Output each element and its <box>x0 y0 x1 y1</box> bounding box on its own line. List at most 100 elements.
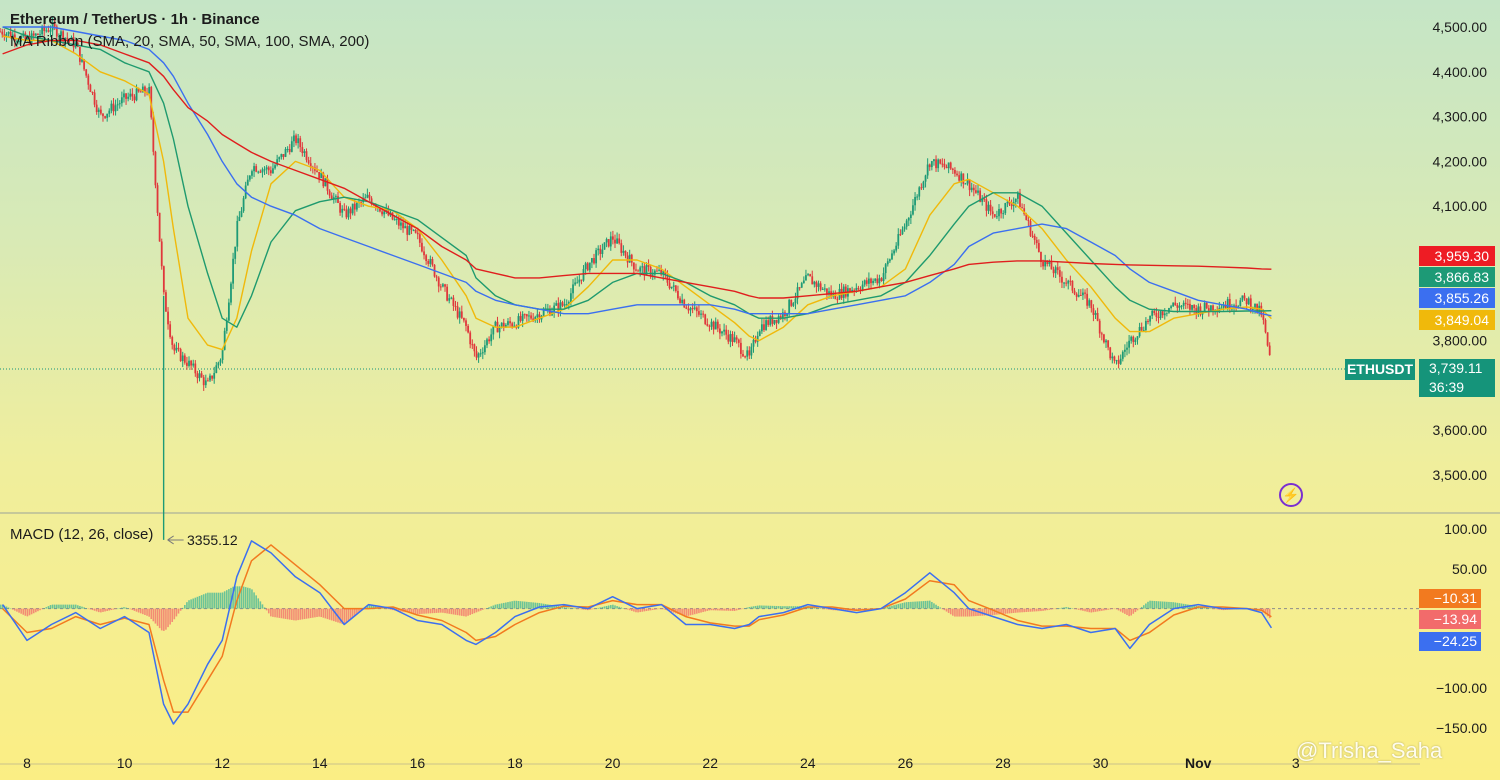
candle-body <box>731 334 734 342</box>
macd-histogram-bar <box>895 604 897 609</box>
candle-body <box>393 219 396 221</box>
macd-histogram-bar <box>1170 602 1172 609</box>
macd-histogram-bar <box>933 603 935 609</box>
macd-histogram-bar <box>1075 608 1078 610</box>
macd-histogram-bar <box>253 592 255 609</box>
candle-body <box>987 204 990 211</box>
macd-histogram-bar <box>637 608 639 613</box>
candle-body <box>1153 310 1156 313</box>
macd-histogram-bar <box>702 608 704 613</box>
macd-histogram-bar <box>150 608 153 620</box>
macd-histogram-bar <box>1098 608 1101 612</box>
macd-histogram-bar <box>538 603 541 609</box>
candle-body <box>202 377 205 386</box>
macd-histogram-bar <box>886 606 889 609</box>
macd-histogram-bar <box>219 592 222 609</box>
candle-body <box>299 138 302 148</box>
macd-histogram-bar <box>131 608 134 611</box>
candle-body <box>1151 310 1154 316</box>
candle-body <box>442 284 444 287</box>
candle-body <box>341 208 344 213</box>
macd-histogram-bar <box>328 608 331 620</box>
candle-body <box>221 349 224 360</box>
candle-body <box>1048 260 1051 264</box>
candle-body <box>288 149 291 152</box>
macd-histogram-bar <box>767 605 769 609</box>
candle-body <box>979 190 982 202</box>
candle-body <box>492 325 495 335</box>
macd-histogram-bar <box>431 608 434 614</box>
macd-histogram-bar <box>261 604 264 609</box>
candle-body <box>1205 302 1208 309</box>
macd-histogram-bar <box>1019 608 1021 613</box>
candle-body <box>1004 203 1007 214</box>
macd-histogram-bar <box>750 606 753 609</box>
macd-histogram-bar <box>954 608 956 617</box>
macd-histogram-bar <box>87 608 90 610</box>
candle-body <box>267 167 270 171</box>
candle-body <box>1090 300 1093 309</box>
macd-histogram-bar <box>16 608 18 612</box>
macd-histogram-bar <box>345 608 348 623</box>
candle-body <box>645 265 648 275</box>
candle-body <box>87 75 90 85</box>
macd-histogram-bar <box>341 608 343 624</box>
macd-histogram-bar <box>293 608 295 621</box>
macd-histogram-bar <box>1086 608 1088 612</box>
candle-body <box>565 304 568 306</box>
macd-histogram-bar <box>947 608 950 613</box>
candle-body <box>1176 304 1179 308</box>
candle-body <box>248 175 251 180</box>
candle-body <box>796 287 799 299</box>
candle-body <box>695 307 698 312</box>
candle-body <box>53 22 56 27</box>
macd-histogram-bar <box>246 587 249 609</box>
lightning-icon[interactable]: ⚡ <box>1279 483 1303 507</box>
macd-histogram-bar <box>1145 603 1147 609</box>
candle-body <box>767 320 770 325</box>
macd-histogram-bar <box>763 605 765 609</box>
low-annotation-arrow <box>167 535 184 545</box>
macd-histogram-bar <box>479 608 482 611</box>
macd-histogram-bar <box>582 608 585 610</box>
candle-body <box>274 165 276 169</box>
time-axis-label: 14 <box>312 755 328 771</box>
macd-histogram-bar <box>1115 608 1118 610</box>
candle-body <box>1086 293 1089 306</box>
macd-histogram-bar <box>845 608 847 611</box>
candle-body <box>1119 358 1122 364</box>
macd-histogram-bar <box>830 608 832 611</box>
candle-body <box>507 321 509 325</box>
sma50-line <box>2 26 1272 328</box>
candle-body <box>538 314 541 320</box>
candle-body <box>1008 201 1011 205</box>
candle-body <box>733 337 736 342</box>
macd-histogram-bar <box>593 608 595 610</box>
macd-histogram-bar <box>1153 600 1156 609</box>
macd-histogram-bar <box>24 608 27 616</box>
macd-histogram-bar <box>163 608 165 631</box>
macd-histogram-bar <box>975 608 977 617</box>
candle-body <box>349 208 352 214</box>
macd-histogram-bar <box>133 608 136 611</box>
candle-body <box>186 362 188 366</box>
macd-histogram-bar <box>114 608 117 610</box>
macd-histogram-bar <box>175 608 178 617</box>
candle-body <box>255 166 258 172</box>
candle-body <box>1113 356 1116 361</box>
candle-body <box>194 363 197 374</box>
macd-histogram-bar <box>1191 605 1193 609</box>
macd-histogram-bar <box>893 605 895 609</box>
macd-histogram-bar <box>255 595 257 609</box>
macd-histogram-bar <box>696 608 698 614</box>
candle-body <box>1249 298 1252 310</box>
macd-histogram-bar <box>1050 608 1053 610</box>
candle-body <box>416 232 419 235</box>
macd-histogram-bar <box>387 608 390 610</box>
macd-histogram-bar <box>1092 608 1095 613</box>
macd-histogram-bar <box>209 592 211 609</box>
candle-body <box>792 303 795 306</box>
candle-body <box>998 209 1000 217</box>
candle-body <box>463 317 465 321</box>
